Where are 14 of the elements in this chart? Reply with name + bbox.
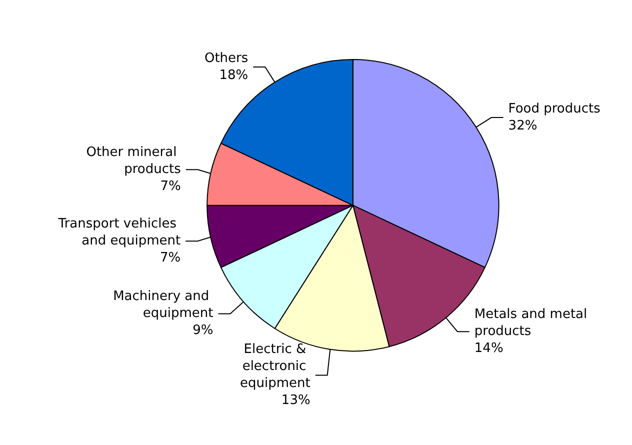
slice-label: Other mineral products	[86, 145, 182, 178]
data-label: 14%	[474, 341, 504, 356]
slice-label: Transport vehicles and equipment	[57, 216, 181, 249]
data-label: 13%	[281, 393, 310, 408]
data-label: 9%	[192, 323, 214, 338]
slice-label: Metals and metal products	[474, 307, 592, 340]
data-label: 7%	[160, 179, 181, 194]
slice-label: Others	[204, 50, 248, 66]
data-label: 7%	[160, 250, 181, 266]
slice-label: Food products	[508, 102, 601, 117]
slice-label: Machinery and equipment	[113, 289, 214, 322]
slice-label: Electric & electronic equipment	[240, 342, 310, 392]
data-label: 18%	[219, 68, 248, 83]
data-label: 32%	[508, 118, 538, 134]
